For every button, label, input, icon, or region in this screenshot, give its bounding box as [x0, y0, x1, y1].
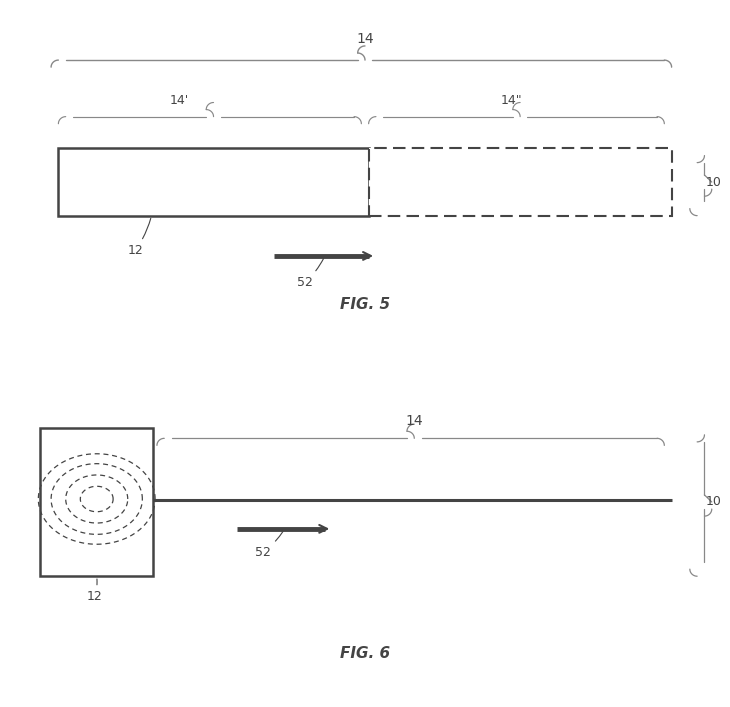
Text: 14: 14 [356, 32, 374, 46]
Bar [58, 148, 369, 216]
Text: 10: 10 [706, 176, 722, 189]
Bar [40, 428, 153, 576]
Text: 12: 12 [87, 579, 103, 603]
Text: 14: 14 [406, 414, 423, 428]
Text: 12: 12 [127, 218, 151, 257]
Bar [369, 148, 672, 216]
Text: 52: 52 [255, 531, 283, 559]
Text: 10: 10 [706, 496, 722, 508]
Text: 14": 14" [500, 95, 522, 107]
Text: FIG. 6: FIG. 6 [340, 646, 390, 662]
Text: FIG. 5: FIG. 5 [340, 296, 390, 312]
Text: 52: 52 [297, 259, 323, 288]
Text: 14': 14' [169, 95, 188, 107]
